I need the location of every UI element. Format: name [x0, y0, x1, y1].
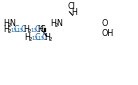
Text: 2: 2 [55, 23, 58, 28]
Text: C: C [40, 25, 45, 34]
Text: H: H [25, 33, 30, 42]
Text: H: H [37, 25, 43, 34]
Text: OH: OH [102, 29, 114, 38]
Text: H: H [72, 8, 78, 17]
Text: H: H [51, 19, 56, 28]
Text: C: C [20, 25, 26, 34]
Text: 13: 13 [16, 28, 23, 33]
Text: 2: 2 [29, 37, 32, 42]
Text: H: H [23, 25, 29, 34]
Text: H: H [44, 33, 50, 42]
Text: C: C [41, 33, 47, 42]
Text: 2: 2 [48, 37, 52, 42]
Text: 2: 2 [8, 23, 11, 28]
Text: 13: 13 [31, 28, 37, 33]
Text: H: H [3, 19, 9, 28]
Text: 2: 2 [27, 29, 31, 34]
Text: C: C [35, 33, 40, 42]
Text: H: H [3, 25, 9, 34]
Text: 13: 13 [38, 36, 44, 41]
Text: C: C [14, 25, 19, 34]
Text: C: C [34, 25, 40, 34]
Text: Cl: Cl [68, 2, 75, 11]
Text: N: N [9, 19, 15, 28]
Text: 13: 13 [31, 36, 38, 41]
Text: 13: 13 [10, 28, 17, 33]
Text: O: O [102, 19, 108, 28]
Text: N: N [56, 19, 62, 28]
Text: 2: 2 [8, 29, 11, 34]
